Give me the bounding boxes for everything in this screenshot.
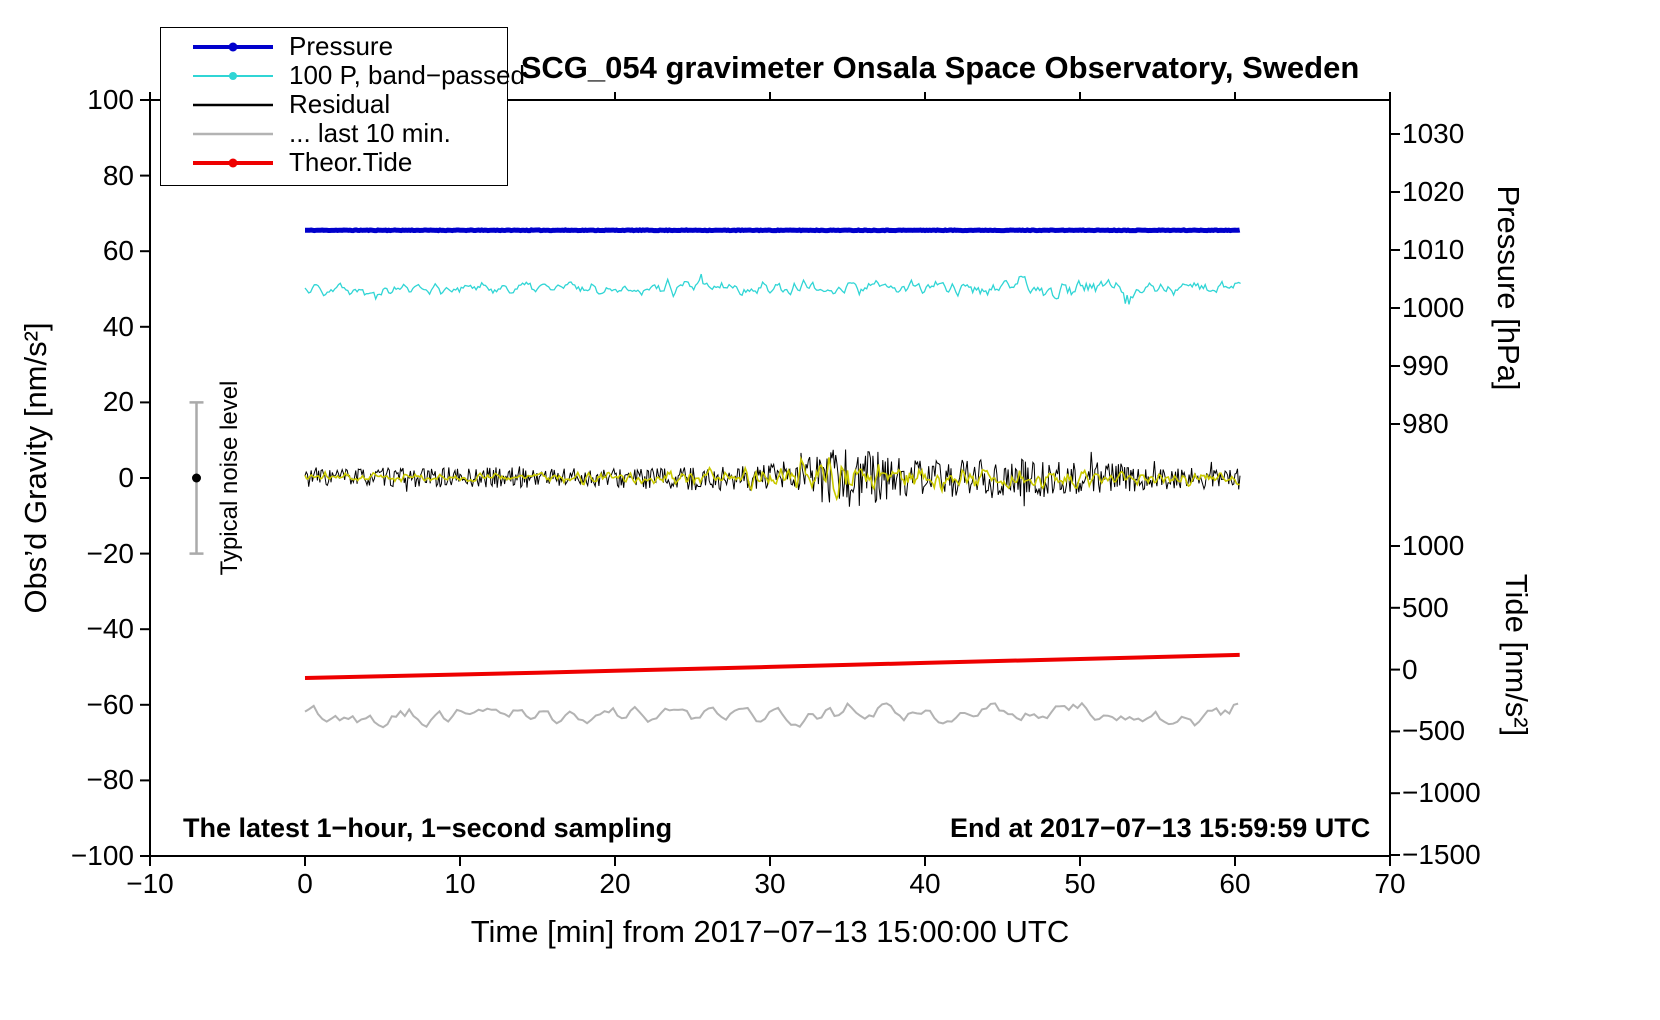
noise-level-label: Typical noise level (216, 380, 243, 576)
legend-label-theortide: Theor.Tide (289, 147, 413, 177)
bandpassed-line-swatch (193, 71, 273, 80)
legend-item-bandpassed: 100 P, band−passed (161, 60, 525, 90)
legend-item-pressure: Pressure (161, 31, 507, 61)
theortide-line-swatch (193, 158, 273, 167)
series-pressure_bandpassed_x100 (304, 273, 1241, 305)
legend-item-residual: Residual (161, 89, 507, 119)
series-pressure (305, 227, 1241, 234)
noise-bar-dot (192, 473, 201, 483)
legend-label-bandpassed: 100 P, band−passed (289, 60, 525, 90)
series-residual (304, 449, 1241, 507)
pressure-swatch-dot (228, 42, 238, 51)
legend-item-theortide: Theor.Tide (161, 147, 507, 177)
bandpassed-swatch-dot (229, 71, 237, 80)
x-axis-label: Time [min] from 2017−07−13 15:00:00 UTC (470, 914, 1070, 949)
tide-axis-label: Tide [nm/s²] (1499, 573, 1534, 737)
pressure-axis-label: Pressure [hPa] (1491, 185, 1526, 391)
end-time-annotation: End at 2017−07−13 15:59:59 UTC (950, 813, 1371, 843)
legend-item-last10min: ... last 10 min. (161, 118, 507, 148)
last10min-line-swatch (193, 132, 273, 135)
legend-label-residual: Residual (289, 89, 391, 119)
series-residual_bandpassed (304, 455, 1240, 502)
sampling-annotation: The latest 1−hour, 1−second sampling (183, 813, 673, 843)
theortide-swatch-dot (228, 158, 238, 167)
residual-line-swatch (193, 103, 273, 106)
y-left-axis-label: Obs’d Gravity [nm/s²] (18, 322, 53, 614)
legend-label-pressure: Pressure (289, 31, 394, 61)
legend-label-last10min: ... last 10 min. (289, 118, 451, 148)
chart-title: SCG_054 gravimeter Onsala Space Observat… (520, 50, 1360, 85)
series-theor_tide (304, 652, 1240, 680)
pressure-line-swatch (193, 42, 273, 51)
legend: Pressure 100 P, band−passed Residual ...… (160, 27, 525, 186)
series-residual_last_10min (304, 701, 1239, 729)
